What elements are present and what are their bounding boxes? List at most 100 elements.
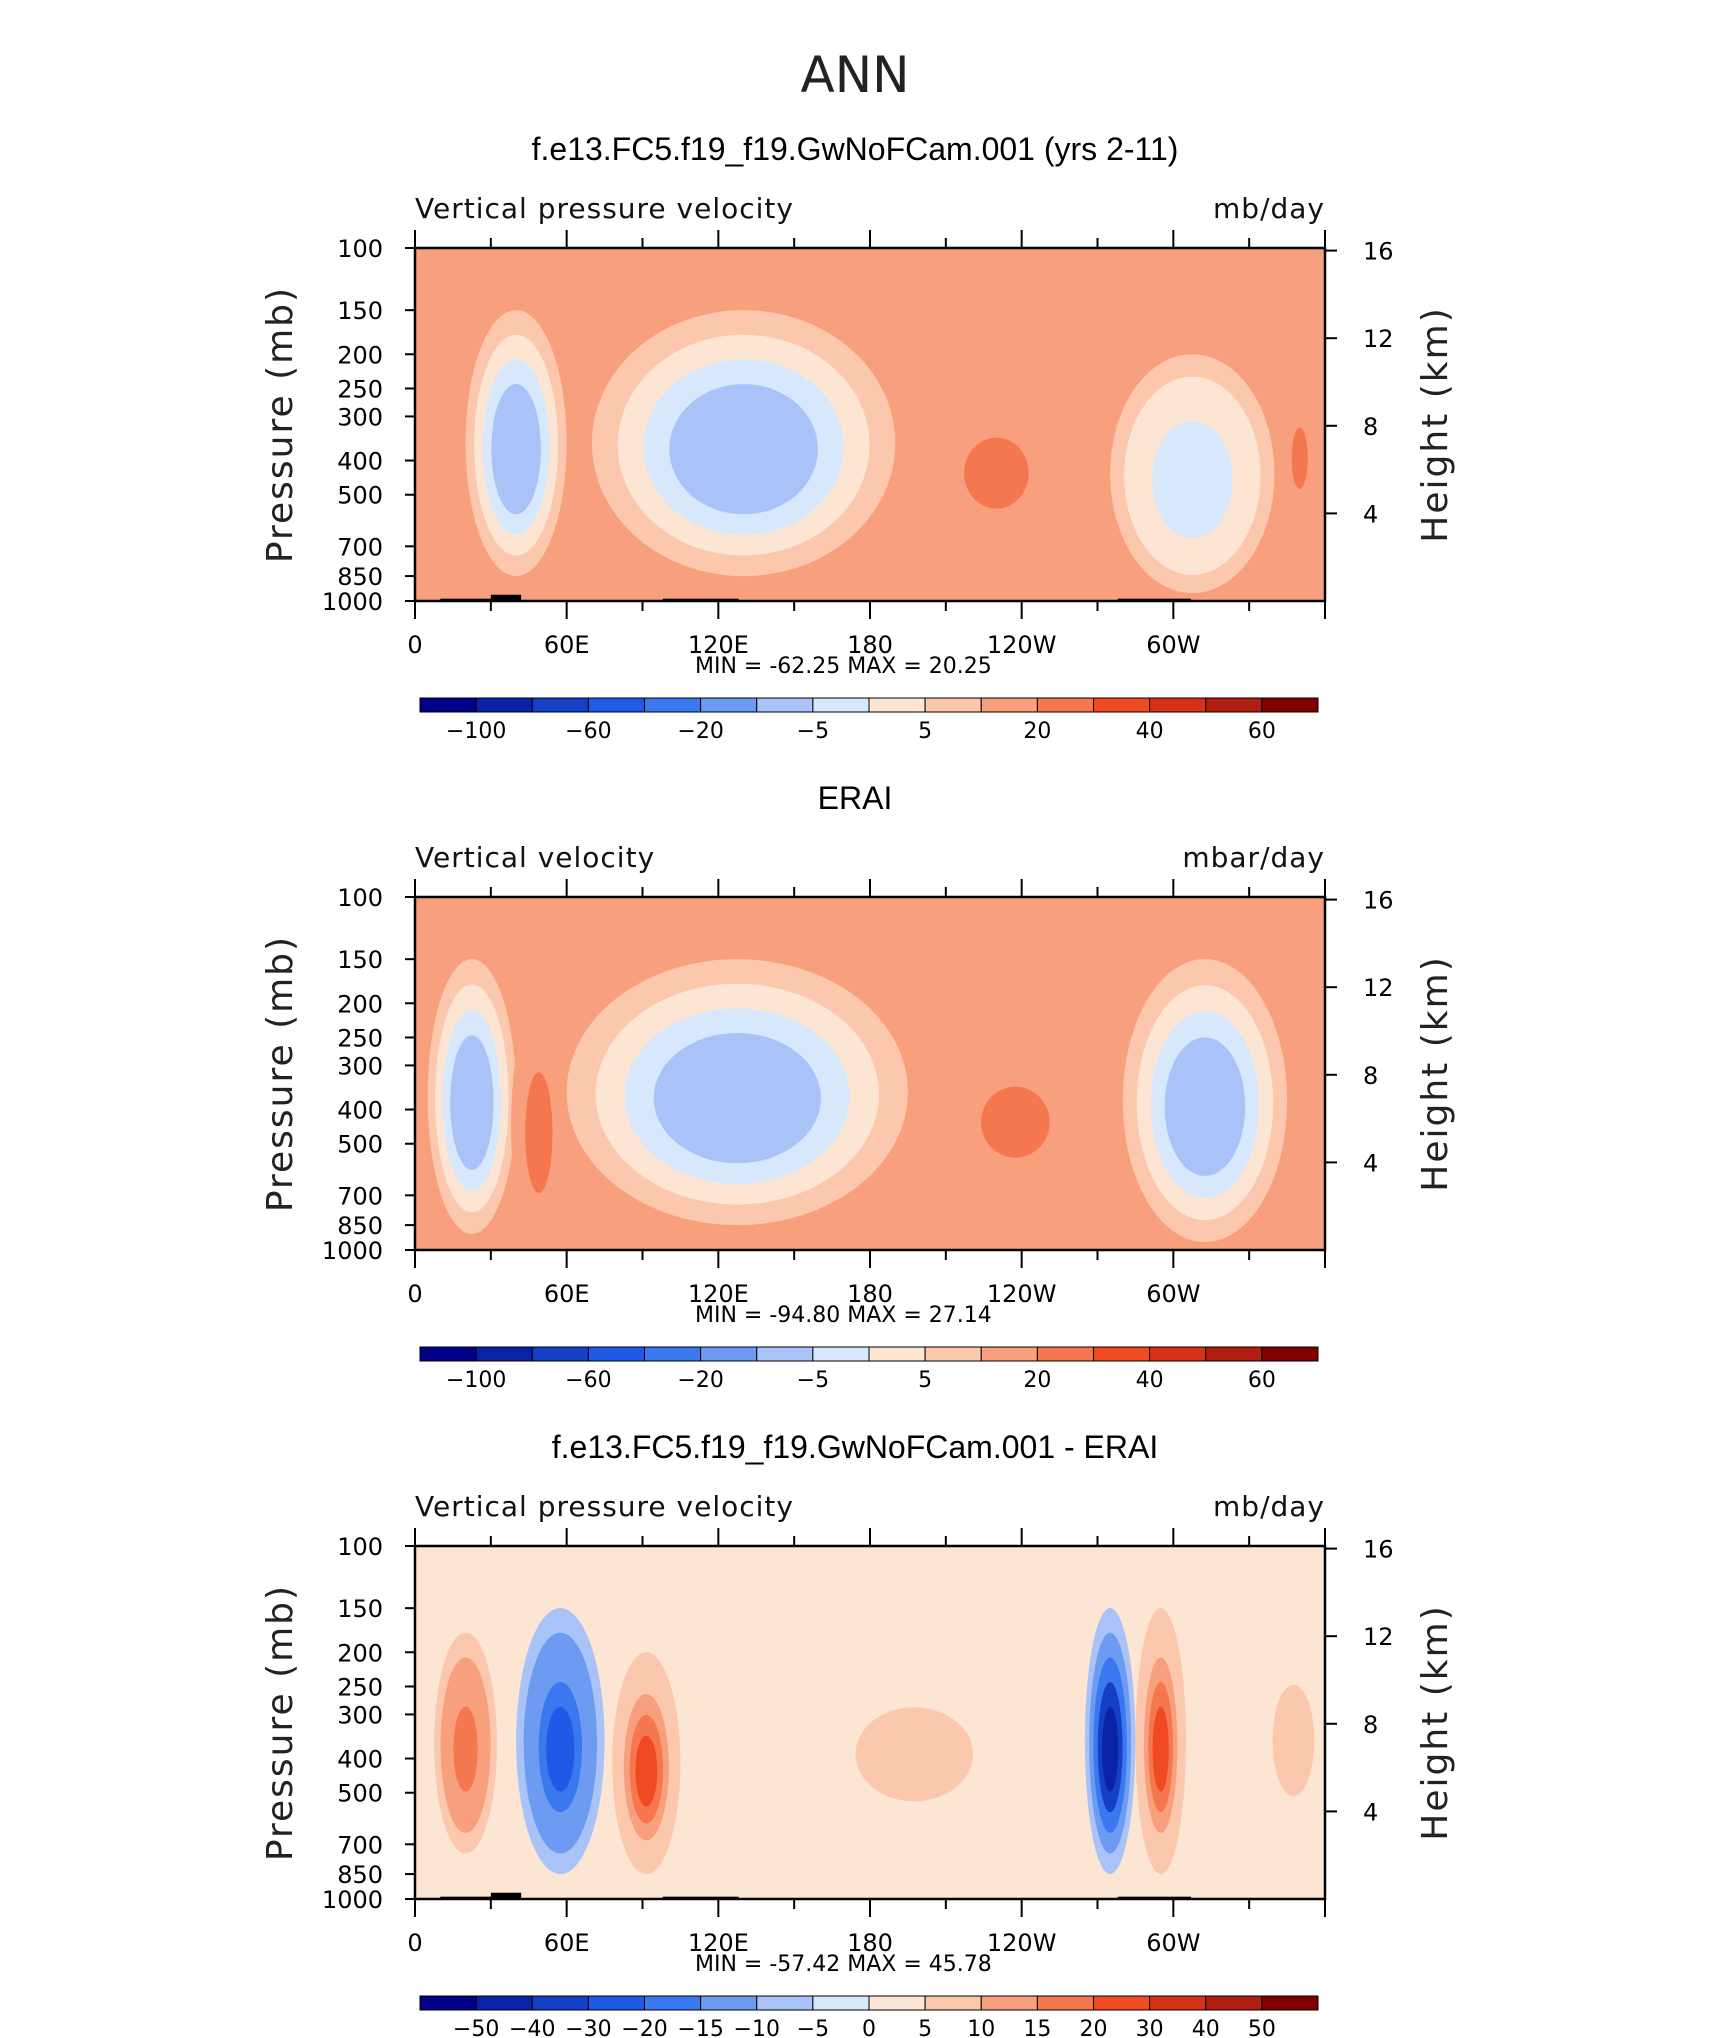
colorbar-swatch xyxy=(1036,1346,1094,1362)
min-max-readout: MIN = -57.42 MAX = 45.78 xyxy=(695,1952,992,1977)
contour-level xyxy=(682,1057,792,1143)
colorbar: −100 −60 −20 −5 5 20 40 60 xyxy=(419,1346,1319,1393)
height-tick-label: 4 xyxy=(1363,500,1378,528)
contour-level xyxy=(635,1735,658,1807)
contour-field xyxy=(415,897,1325,1250)
colorbar-label: −20 xyxy=(677,1368,723,1393)
colorbar-label: 5 xyxy=(918,1368,932,1393)
colorbar-swatch xyxy=(1205,697,1263,713)
colorbar-swatch xyxy=(700,1346,758,1362)
pressure-tick-label: 150 xyxy=(337,1595,383,1623)
colorbar-label: −15 xyxy=(677,2017,723,2038)
colorbar-swatch xyxy=(1205,1346,1263,1362)
colorbar-swatch xyxy=(475,697,533,713)
pressure-tick-label: 850 xyxy=(337,563,383,591)
lon-tick-label: 60W xyxy=(1146,1929,1200,1957)
left-axis-label: Pressure (mb) xyxy=(260,286,301,563)
units-label: mbar/day xyxy=(1182,841,1325,874)
pressure-tick-label: 300 xyxy=(337,403,383,431)
panel-title: f.e13.FC5.f19_f19.GwNoFCam.001 - ERAI xyxy=(552,1429,1158,1465)
right-axis-label: Height (km) xyxy=(1415,955,1456,1191)
contour-level xyxy=(1166,443,1219,520)
page-title: ANN xyxy=(800,46,909,104)
colorbar-label: 60 xyxy=(1248,719,1276,744)
colorbar-swatch xyxy=(587,1995,645,2011)
lon-tick-label: 120E xyxy=(688,1929,749,1957)
colorbar-label: 20 xyxy=(1023,719,1051,744)
colorbar-label: 0 xyxy=(862,2017,876,2038)
colorbar-swatch xyxy=(1093,697,1151,713)
height-tick-label: 16 xyxy=(1363,1536,1394,1564)
colorbar-label: −60 xyxy=(565,719,611,744)
topography-mask xyxy=(490,594,522,601)
variable-label: Vertical pressure velocity xyxy=(415,192,794,225)
colorbar-swatch xyxy=(419,697,477,713)
contour-level xyxy=(1178,1063,1232,1154)
lon-tick-label: 60W xyxy=(1146,631,1200,659)
colorbar-swatch xyxy=(531,1995,589,2011)
contour-level xyxy=(499,408,533,494)
colorbar-swatch xyxy=(1261,697,1319,713)
pressure-tick-label: 150 xyxy=(337,946,383,974)
min-max-readout: MIN = -94.80 MAX = 27.14 xyxy=(695,1303,992,1328)
lon-tick-label: 120E xyxy=(688,631,749,659)
colorbar-label: −10 xyxy=(734,2017,780,2038)
pressure-tick-label: 250 xyxy=(337,1673,383,1701)
panel-title: ERAI xyxy=(818,780,893,816)
pressure-tick-label: 300 xyxy=(337,1701,383,1729)
lon-tick-label: 0 xyxy=(407,631,422,659)
colorbar-label: 60 xyxy=(1248,1368,1276,1393)
colorbar-label: −100 xyxy=(446,1368,506,1393)
colorbar-swatch xyxy=(756,697,814,713)
colorbar-swatch xyxy=(1093,1346,1151,1362)
contour-level xyxy=(453,1706,478,1792)
colorbar-swatch xyxy=(924,1346,982,1362)
colorbar-label: 30 xyxy=(1136,2017,1164,2038)
height-tick-label: 16 xyxy=(1363,887,1394,915)
colorbar-swatch xyxy=(980,1995,1038,2011)
colorbar-swatch xyxy=(924,1995,982,2011)
lon-tick-label: 120W xyxy=(987,1280,1057,1308)
pressure-tick-label: 200 xyxy=(337,1639,383,1667)
contour-level xyxy=(1283,1717,1304,1772)
lon-tick-label: 60E xyxy=(544,1929,590,1957)
pressure-tick-label: 700 xyxy=(337,1831,383,1859)
colorbar-label: 50 xyxy=(1248,2017,1276,2038)
colorbar-label: −30 xyxy=(565,2017,611,2038)
colorbar-swatch xyxy=(1093,1995,1151,2011)
height-tick-label: 8 xyxy=(1363,413,1378,441)
colorbar-swatch xyxy=(812,697,870,713)
contour-field xyxy=(415,248,1325,601)
colorbar-label: 10 xyxy=(967,2017,995,2038)
colorbar-swatch xyxy=(1036,697,1094,713)
colorbar-swatch xyxy=(868,697,926,713)
height-tick-label: 4 xyxy=(1363,1798,1378,1826)
variable-label: Vertical velocity xyxy=(415,841,655,874)
min-max-readout: MIN = -62.25 MAX = 20.25 xyxy=(695,654,992,679)
contour-level xyxy=(980,1086,1050,1158)
pressure-tick-label: 1000 xyxy=(322,1237,383,1265)
colorbar-label: −5 xyxy=(797,2017,829,2038)
colorbar-swatch xyxy=(756,1346,814,1362)
contour-level xyxy=(875,1725,953,1788)
contour-level xyxy=(1102,1706,1119,1792)
pressure-tick-label: 850 xyxy=(337,1861,383,1889)
pressure-tick-label: 1000 xyxy=(322,1886,383,1914)
right-axis-label: Height (km) xyxy=(1415,306,1456,542)
lon-tick-label: 60E xyxy=(544,1280,590,1308)
height-tick-label: 12 xyxy=(1363,974,1394,1002)
contour-level xyxy=(964,437,1029,509)
colorbar-swatch xyxy=(924,697,982,713)
contour-level xyxy=(529,1095,548,1175)
pressure-tick-label: 400 xyxy=(337,1746,383,1774)
colorbar-swatch xyxy=(1205,1995,1263,2011)
lon-tick-label: 0 xyxy=(407,1280,422,1308)
colorbar-label: 40 xyxy=(1136,1368,1164,1393)
colorbar-label: 5 xyxy=(918,719,932,744)
colorbar-swatch xyxy=(419,1995,477,2011)
colorbar-swatch xyxy=(980,1346,1038,1362)
colorbar-swatch xyxy=(531,697,589,713)
colorbar-swatch xyxy=(1036,1995,1094,2011)
colorbar-label: −5 xyxy=(797,719,829,744)
contour-level xyxy=(546,1706,575,1792)
